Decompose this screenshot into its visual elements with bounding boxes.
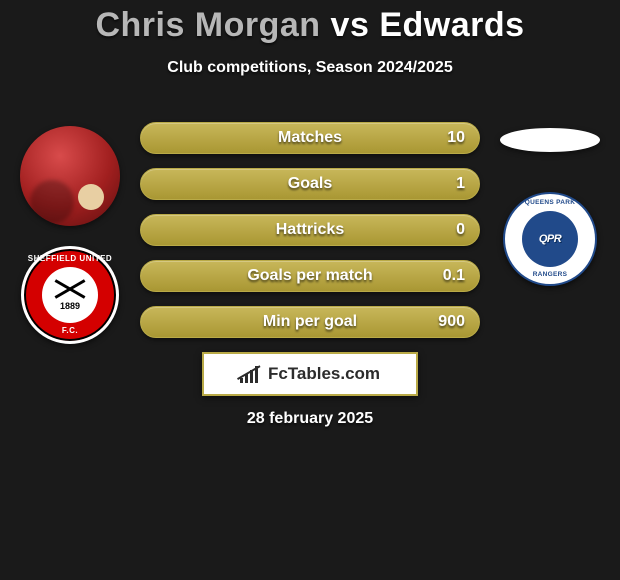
subtitle: Club competitions, Season 2024/2025 <box>0 59 620 77</box>
stat-label: Min per goal <box>141 307 479 337</box>
sheffield-arc-bottom: F.C. <box>24 326 116 335</box>
left-column: SHEFFIELD UNITED 1889 F.C. <box>8 126 132 344</box>
brand-text: FcTables.com <box>268 364 380 384</box>
brand-box[interactable]: FcTables.com <box>202 352 418 396</box>
stat-row-gpm: Goals per match 0.1 <box>140 260 480 292</box>
player1-name: Chris Morgan <box>95 6 320 44</box>
stat-row-goals: Goals 1 <box>140 168 480 200</box>
stat-label: Goals <box>141 169 479 199</box>
stat-value-right: 900 <box>438 307 465 337</box>
qpr-inner: QPR <box>522 211 578 267</box>
sheffield-badge-outer: SHEFFIELD UNITED 1889 F.C. <box>21 246 119 344</box>
qpr-text: QPR <box>539 233 561 245</box>
stat-row-matches: Matches 10 <box>140 122 480 154</box>
stat-value-right: 0.1 <box>443 261 465 291</box>
sheffield-year: 1889 <box>60 301 80 311</box>
crossed-swords-icon <box>53 279 87 299</box>
qpr-arc-bottom: RANGERS <box>505 271 595 278</box>
sheffield-badge-inner: 1889 <box>42 267 98 323</box>
player1-photo <box>20 126 120 226</box>
vs-text: vs <box>331 6 370 44</box>
player2-photo-placeholder <box>500 128 600 152</box>
stat-value-right: 0 <box>456 215 465 245</box>
date-text: 28 february 2025 <box>0 410 620 428</box>
stat-label: Goals per match <box>141 261 479 291</box>
comparison-card: Chris Morgan vs Edwards Club competition… <box>0 0 620 580</box>
stat-label: Matches <box>141 123 479 153</box>
player2-club-badge: QUEENS PARK QPR RANGERS <box>503 192 597 286</box>
page-title: Chris Morgan vs Edwards <box>0 0 620 45</box>
stat-value-right: 1 <box>456 169 465 199</box>
right-column: QUEENS PARK QPR RANGERS <box>488 126 612 286</box>
player2-name: Edwards <box>379 6 524 44</box>
qpr-arc-top: QUEENS PARK <box>505 199 595 206</box>
stat-label: Hattricks <box>141 215 479 245</box>
stat-row-hattricks: Hattricks 0 <box>140 214 480 246</box>
stat-value-right: 10 <box>447 123 465 153</box>
player1-club-badge: SHEFFIELD UNITED 1889 F.C. <box>21 246 119 344</box>
bar-chart-icon <box>240 365 262 383</box>
stat-row-mpg: Min per goal 900 <box>140 306 480 338</box>
sheffield-arc-top: SHEFFIELD UNITED <box>24 254 116 263</box>
stats-area: Matches 10 Goals 1 Hattricks 0 Goals per… <box>140 122 480 352</box>
